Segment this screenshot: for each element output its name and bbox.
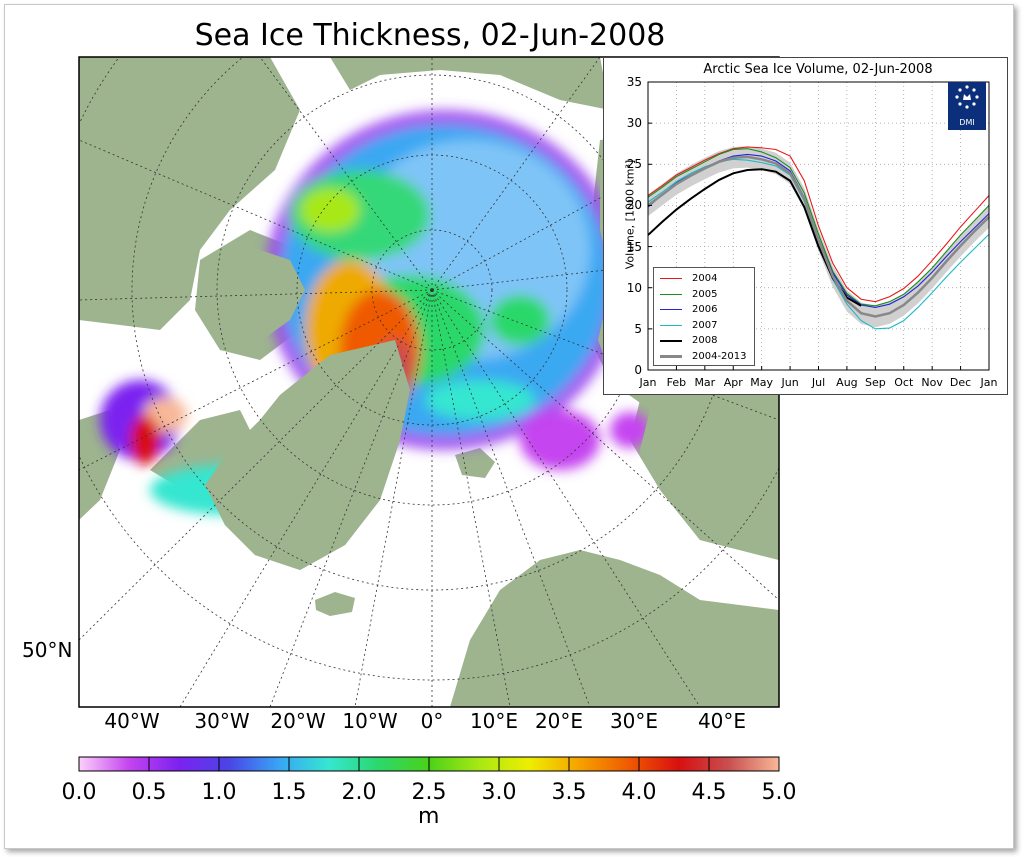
colorbar-tick-label: 5.0 [761,780,797,805]
colorbar-tick-label: 3.5 [551,780,587,805]
legend-entry: 2006 [660,302,717,317]
legend-swatch [660,293,682,295]
longitude-label: 20°W [270,709,326,733]
page-title: Sea Ice Thickness, 02-Jun-2008 [194,18,666,53]
colorbar-tick-label: 2.0 [341,780,377,805]
x-tick-label: Oct [894,376,914,389]
legend-swatch [660,324,682,326]
latitude-label: 50°N [22,638,73,662]
legend-swatch [660,278,682,279]
dmi-logo-text: DMI [959,118,975,127]
colorbar-tick-label: 0.0 [61,780,97,805]
legend-label: 2004-2013 [692,350,747,362]
colorbar-tick-label: 4.5 [691,780,727,805]
x-tick-label: Jan [639,376,657,389]
colorbar-tick-label: 0.5 [131,780,167,805]
colorbar-tick-label: 1.5 [271,780,307,805]
series-line-2008 [647,168,862,307]
x-tick-label: Jul [811,376,826,389]
legend-entry: 2008 [660,333,717,348]
x-tick-label: May [750,376,774,389]
x-tick-label: Dec [949,376,972,389]
crown-icon [955,85,979,109]
colorbar-tick-label: 4.0 [621,780,657,805]
x-tick-label: Jun [781,376,799,389]
legend-swatch [660,354,682,358]
series-line-2005 [647,148,990,307]
x-tick-label: Jan [980,376,998,389]
legend-swatch [660,309,682,310]
land-north-asia [330,57,610,110]
legend-label: 2008 [692,335,718,346]
land-north-america [79,57,300,330]
inset-legend: 2004 2005 2006 2007 2008 2004-2013 [653,267,755,366]
y-tick-label: 25 [626,157,642,172]
dmi-logo: DMI [948,82,986,130]
colorbar-tick-label: 2.5 [411,780,447,805]
land-iceland [315,592,355,616]
x-tick-label: Nov [921,376,943,389]
longitude-label: 40°W [104,709,160,733]
colorbar-tick-label: 3.0 [481,780,517,805]
x-tick-label: Apr [723,376,743,389]
series-line-2004 [647,146,990,303]
legend-entry: 2004 [660,271,717,286]
longitude-label: 40°E [697,709,747,733]
x-tick-label: Sep [864,376,886,389]
y-tick-label: 30 [626,116,642,131]
longitude-label: 30°W [194,709,250,733]
legend-label: 2005 [692,288,718,300]
inset-chart-title: Arctic Sea Ice Volume, 02-Jun-2008 [703,62,933,77]
y-tick-label: 10 [626,280,642,295]
y-tick-label: 20 [626,198,642,213]
land-scandinavia [450,550,779,707]
legend-entry: 2007 [660,318,717,333]
colorbar-tick-label: 1.0 [201,780,237,805]
legend-entry: 2005 [660,287,717,302]
longitude-label: 10°E [469,709,519,733]
legend-label: 2007 [692,319,718,331]
y-tick-label: 15 [626,239,642,254]
y-tick-label: 35 [626,75,642,89]
longitude-label: 30°E [609,709,659,733]
colorbar-unit: m [418,804,440,829]
x-tick-label: Aug [836,376,858,389]
legend-swatch [660,339,682,342]
longitude-label: 20°E [534,709,584,733]
legend-entry: 2004-2013 [660,349,747,364]
y-tick-label: 0 [634,363,642,377]
legend-label: 2006 [692,304,718,315]
y-tick-label: 5 [634,321,642,336]
land-svalbard [455,448,495,478]
x-tick-label: Feb [666,376,687,389]
legend-label: 2004 [692,273,718,284]
series-line-2004-2013 [647,155,990,318]
longitude-label: 0° [420,709,444,733]
longitude-label: 10°W [342,709,398,733]
x-tick-label: Mar [694,376,716,389]
